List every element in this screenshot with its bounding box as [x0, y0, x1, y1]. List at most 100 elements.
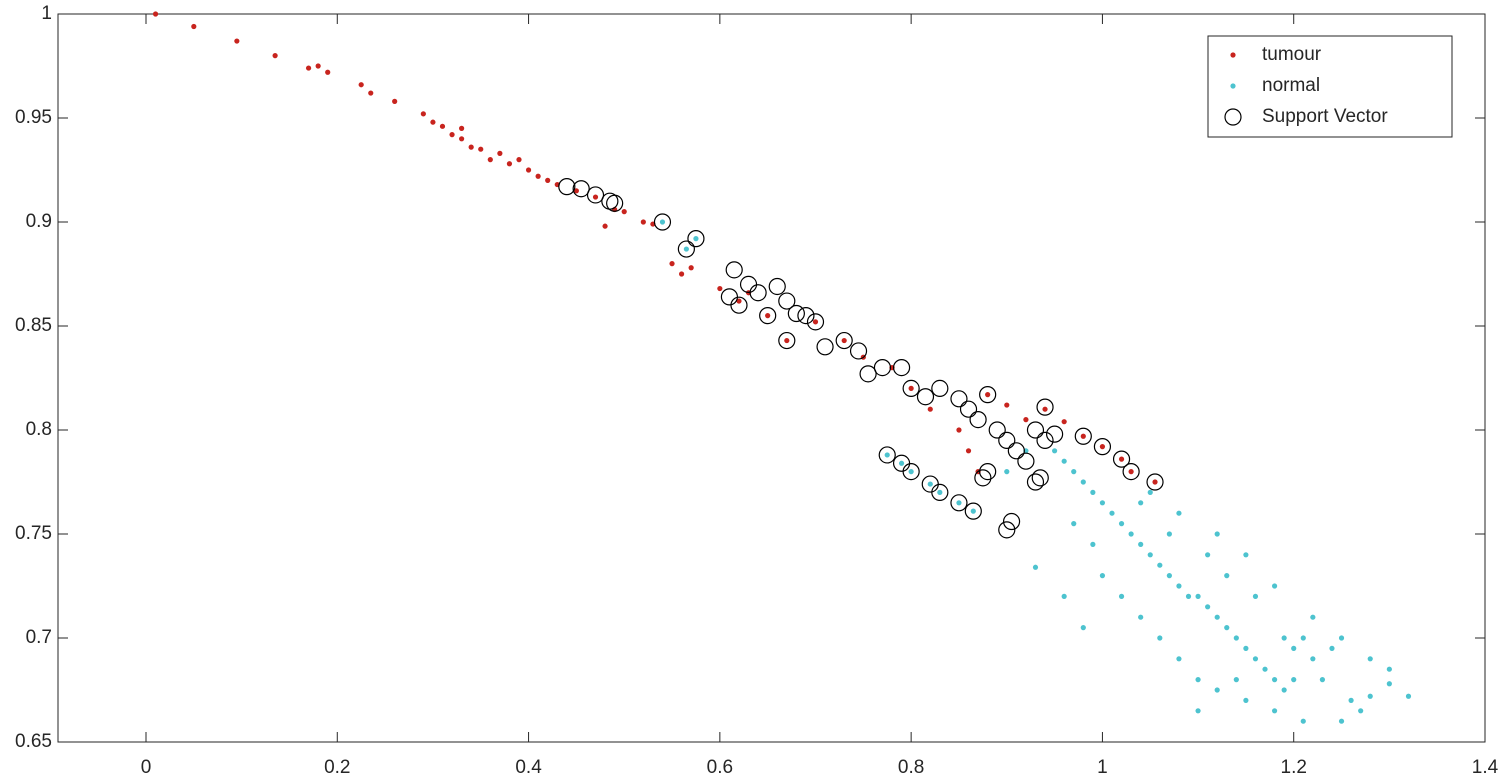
point — [1122, 463, 1140, 481]
point — [736, 298, 742, 304]
point — [1405, 693, 1412, 699]
point — [678, 271, 685, 277]
point — [315, 63, 321, 69]
y-tick-label: 0.75 — [15, 523, 52, 544]
point — [1026, 421, 1045, 439]
point — [1166, 531, 1172, 537]
point — [621, 209, 627, 215]
point — [572, 180, 590, 198]
point — [1224, 625, 1230, 631]
point — [1233, 677, 1239, 683]
point — [931, 379, 949, 397]
x-tick-label: 0.4 — [515, 757, 542, 778]
point — [878, 446, 896, 464]
point — [1338, 635, 1345, 641]
point — [669, 261, 675, 267]
legend-marker — [1230, 52, 1236, 58]
x-tick-label: 1.4 — [1472, 757, 1499, 778]
point — [1036, 398, 1054, 416]
point — [1147, 552, 1153, 558]
point — [545, 177, 551, 183]
x-tick-label: 1 — [1097, 757, 1108, 778]
point — [693, 236, 699, 242]
point — [688, 265, 694, 271]
point — [1004, 469, 1010, 475]
point — [653, 213, 672, 231]
point — [1093, 438, 1112, 456]
point — [1004, 402, 1010, 408]
point — [1152, 479, 1158, 485]
point — [849, 342, 868, 360]
point — [768, 277, 786, 296]
point — [272, 53, 278, 59]
legend-label: Support Vector — [1262, 106, 1388, 127]
point — [1118, 456, 1125, 462]
point — [717, 285, 723, 292]
x-tick-label: 0 — [141, 757, 152, 778]
point — [525, 167, 532, 173]
point — [358, 82, 364, 88]
point — [1061, 593, 1067, 600]
point — [1118, 521, 1125, 527]
point — [1310, 614, 1316, 620]
point — [459, 125, 465, 131]
point — [787, 304, 805, 323]
point — [1031, 469, 1049, 487]
point — [430, 119, 436, 125]
y-tick-label: 0.9 — [26, 211, 52, 232]
point — [1300, 718, 1306, 724]
point — [1007, 442, 1025, 460]
point — [1042, 406, 1048, 412]
point — [1071, 469, 1077, 475]
point — [468, 144, 474, 150]
point — [1195, 593, 1201, 600]
point — [1090, 541, 1096, 548]
point — [1367, 656, 1373, 662]
point — [937, 489, 943, 495]
point — [1243, 552, 1249, 558]
point — [1300, 635, 1306, 641]
point — [988, 421, 1006, 439]
point — [812, 319, 819, 325]
point — [152, 11, 159, 17]
point — [1166, 573, 1172, 579]
point — [950, 390, 968, 408]
point — [1291, 645, 1297, 652]
point — [1080, 625, 1086, 631]
point — [1157, 562, 1163, 568]
point — [1147, 489, 1153, 495]
point — [835, 331, 853, 350]
point — [797, 307, 815, 325]
point — [873, 359, 892, 377]
point — [592, 194, 599, 200]
legend-label: tumour — [1262, 44, 1322, 65]
point — [1214, 531, 1220, 537]
point — [1002, 512, 1021, 531]
point — [1185, 593, 1192, 600]
point — [558, 178, 576, 196]
point — [959, 400, 978, 418]
point — [640, 219, 646, 225]
point — [725, 261, 743, 279]
point — [191, 23, 197, 30]
point — [898, 460, 905, 466]
point — [606, 194, 624, 212]
point — [908, 385, 914, 391]
point — [1157, 635, 1163, 641]
point — [1071, 521, 1077, 527]
point — [730, 296, 748, 314]
point — [784, 337, 790, 344]
point — [1205, 552, 1211, 558]
point — [1243, 645, 1249, 652]
point — [1026, 473, 1045, 491]
point — [859, 365, 877, 383]
point — [497, 150, 503, 156]
point — [969, 411, 987, 429]
point — [1036, 431, 1054, 449]
point — [602, 223, 608, 229]
point — [487, 157, 493, 163]
point — [368, 90, 374, 96]
y-tick-label: 0.85 — [15, 315, 52, 336]
point — [1080, 479, 1086, 485]
